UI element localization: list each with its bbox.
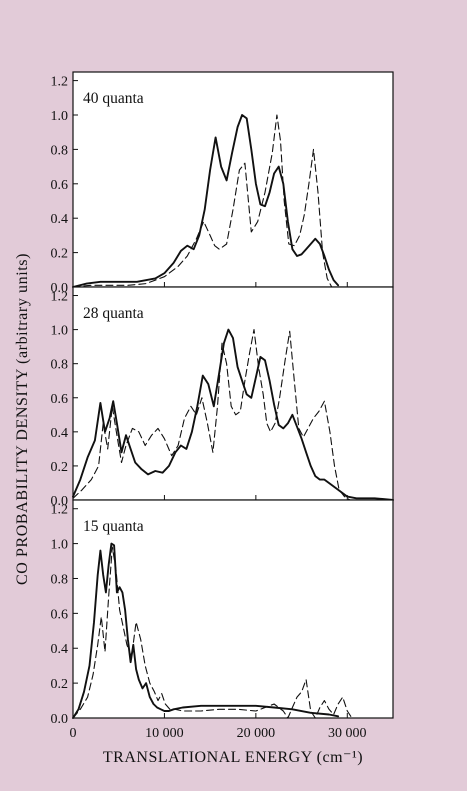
y-tick-label: 0.8	[51, 358, 69, 373]
y-tick-label: 1.2	[51, 290, 69, 305]
y-tick-label: 0.0	[51, 712, 69, 727]
plot-area	[73, 500, 393, 718]
y-tick-label: 0.0	[51, 494, 69, 509]
x-tick-label: 30 000	[328, 726, 367, 741]
series-line-dashed	[72, 329, 351, 501]
y-axis-label: CO PROBABILITY DENSITY (arbitrary units)	[14, 253, 31, 585]
panel-2: 0.0 0.2 0.4 0.6 0.8 1.0 1.2 0 10 000 20 000 30 000…	[51, 499, 394, 741]
y-tick-label: 0.0	[51, 281, 69, 296]
y-tick-label: 0.2	[51, 460, 69, 475]
panel-title: 40 quanta	[83, 90, 144, 107]
series-line-dashed	[72, 546, 353, 719]
x-axis-label: TRANSLATIONAL ENERGY (cm⁻¹)	[103, 749, 363, 766]
y-tick-label: 0.6	[51, 607, 69, 622]
panel-0: 0.0 0.2 0.4 0.6 0.8 1.0 1.2 40 quanta	[51, 71, 394, 296]
y-tick-label: 0.6	[51, 178, 69, 193]
x-tick-label: 20 000	[237, 726, 276, 741]
y-tick-label: 1.2	[51, 503, 69, 518]
y-tick-label: 0.8	[51, 572, 69, 587]
panel-1: 0.0 0.2 0.4 0.6 0.8 1.0 1.2 28 quanta	[51, 286, 394, 509]
y-tick-label: 0.2	[51, 247, 69, 262]
panel-title: 28 quanta	[83, 305, 144, 322]
series-line-solid	[72, 542, 340, 719]
y-tick-label: 0.4	[51, 212, 69, 227]
y-tick-label: 0.8	[51, 143, 69, 158]
series-line-dashed	[72, 114, 333, 288]
series-line-solid	[72, 328, 394, 501]
y-tick-label: 1.0	[51, 324, 69, 339]
x-tick-label: 0	[70, 726, 77, 741]
chart-panels: 0.00.20.40.60.81.01.240 quanta0.00.20.40…	[51, 71, 394, 741]
y-tick-label: 1.0	[51, 538, 69, 553]
plot-area	[73, 287, 393, 500]
y-tick-label: 1.0	[51, 109, 69, 124]
panel-title: 15 quanta	[83, 518, 144, 535]
x-tick-label: 10 000	[145, 726, 184, 741]
plot-frame	[72, 499, 394, 719]
plot-area	[73, 72, 393, 287]
y-tick-label: 0.4	[51, 642, 69, 657]
series-line-solid	[72, 114, 340, 288]
y-tick-label: 0.4	[51, 426, 69, 441]
y-tick-label: 1.2	[51, 75, 69, 90]
y-tick-label: 0.2	[51, 677, 69, 692]
y-tick-label: 0.6	[51, 392, 69, 407]
